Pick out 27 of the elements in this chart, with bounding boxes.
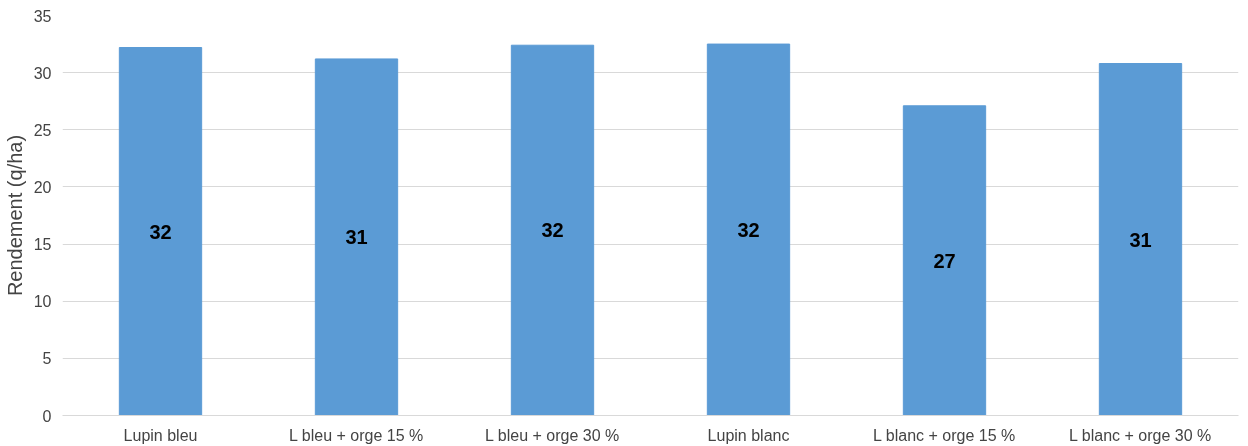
data-label: 32 <box>149 220 172 243</box>
y-tick-label: 20 <box>33 178 52 196</box>
y-tick-label: 0 <box>42 407 52 425</box>
y-tick-label: 15 <box>33 236 52 254</box>
y-tick-label: 30 <box>33 64 52 82</box>
y-tick-label: 25 <box>33 121 52 139</box>
x-tick-label: L bleu + orge 15 % <box>289 426 424 444</box>
bar <box>314 58 399 416</box>
x-tick-label: Lupin bleu <box>123 426 198 444</box>
bar <box>510 44 595 416</box>
data-label: 32 <box>737 218 760 241</box>
bar <box>1098 63 1183 416</box>
x-tick-label: L blanc + orge 30 % <box>1069 426 1212 444</box>
y-tick-label: 35 <box>33 7 52 25</box>
data-label: 31 <box>345 226 368 249</box>
data-label: 32 <box>541 219 564 242</box>
x-tick-label: L blanc + orge 15 % <box>873 426 1016 444</box>
x-tick-label: Lupin blanc <box>707 426 790 444</box>
data-label: 27 <box>933 249 956 272</box>
data-label: 31 <box>1129 228 1152 251</box>
x-tick-label: L bleu + orge 30 % <box>485 426 620 444</box>
bar <box>118 47 203 416</box>
y-axis-title: Rendement (q/ha) <box>3 134 26 297</box>
y-tick-label: 10 <box>33 293 52 311</box>
y-tick-label: 5 <box>42 350 52 368</box>
bar <box>706 43 791 416</box>
bar <box>902 105 987 416</box>
